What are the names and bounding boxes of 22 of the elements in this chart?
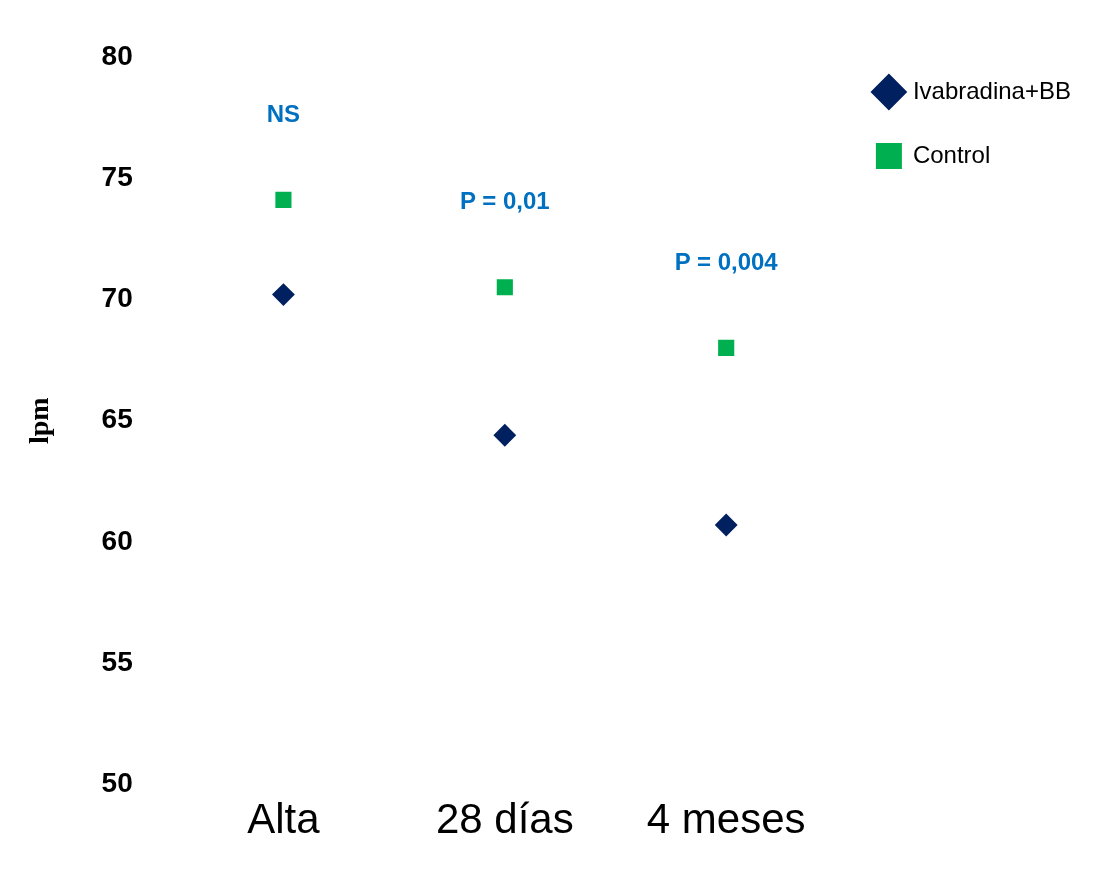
x-tick-label: 28 días [435, 795, 574, 843]
y-tick-label: 80 [101, 39, 133, 71]
annotation: P = 0,01 [460, 186, 550, 214]
y-axis-title: lpm [23, 397, 55, 445]
y-tick-label: 75 [101, 160, 133, 192]
point [272, 283, 295, 306]
x-tick-label: Alta [247, 795, 321, 843]
y-tick-label: 70 [101, 282, 133, 314]
x-tick-label: 4 meses [646, 795, 806, 843]
point [275, 191, 292, 209]
legend-label: Ivabradina+BB [912, 76, 1071, 104]
annotation: NS [266, 99, 301, 127]
point [496, 279, 513, 296]
y-tick-label: 60 [101, 524, 133, 556]
y-tick-label: 55 [101, 646, 133, 678]
annotation: P = 0,004 [674, 247, 779, 275]
y-tick-label: 50 [101, 767, 133, 799]
point [493, 424, 516, 447]
legend-label: Control [912, 140, 991, 168]
point [718, 339, 735, 356]
y-tick-label: 65 [101, 403, 133, 435]
point [715, 514, 738, 537]
